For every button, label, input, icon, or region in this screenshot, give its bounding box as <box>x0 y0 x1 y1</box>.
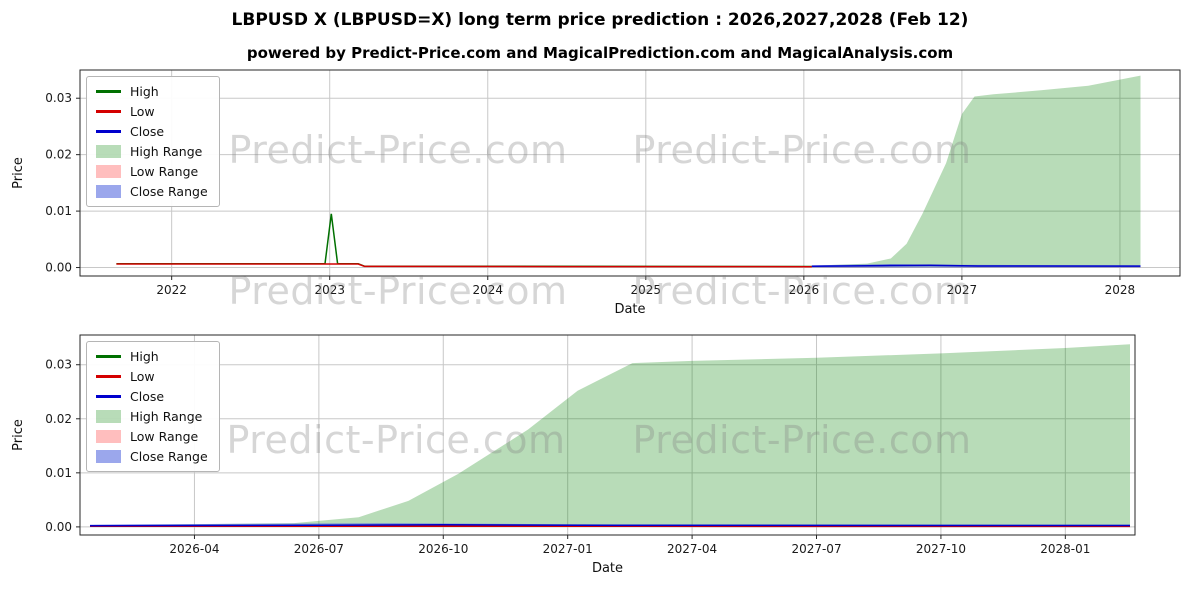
close-range-swatch <box>96 450 121 463</box>
close-swatch <box>96 395 121 398</box>
x-tick-label: 2026-04 <box>169 542 219 556</box>
legend-item-low-range: Low Range <box>96 164 208 179</box>
plot-border <box>79 334 1136 536</box>
low-range-swatch <box>96 165 121 178</box>
top-chart-legend: High Low Close High Range Low Range Close Ran… <box>86 76 220 207</box>
top-price-chart: 0.00 0.01 0.02 0.03 2022 2023 2024 2025 2026 2027… <box>11 69 1181 317</box>
high-range-area <box>811 75 1141 268</box>
legend-item-close-range: Close Range <box>96 184 208 199</box>
x-tick-label: 2022 <box>156 283 187 297</box>
bottom-price-chart: 0.00 0.01 0.02 0.03 2026-04 2026-07 2026-10 202… <box>11 334 1136 576</box>
y-tick-label: 0.01 <box>45 204 72 218</box>
y-tick-label: 0.02 <box>45 412 72 426</box>
plot-background <box>80 335 1135 535</box>
y-tick-label: 0.03 <box>45 91 72 105</box>
x-tick-label: 2027 <box>947 283 978 297</box>
y-tick-label: 0.02 <box>45 148 72 162</box>
low-line <box>116 263 812 268</box>
legend-label: Low Range <box>130 164 199 179</box>
legend-item-high-range: High Range <box>96 409 208 424</box>
close-line <box>89 524 1131 527</box>
low-swatch <box>96 375 121 378</box>
high-swatch <box>96 90 121 93</box>
y-tick-label: 0.00 <box>45 261 72 275</box>
x-tick-label: 2026 <box>789 283 820 297</box>
legend-label: High Range <box>130 409 203 424</box>
chart-title: LBPUSD X (LBPUSD=X) long term price pred… <box>231 10 969 30</box>
x-tick-label: 2027-04 <box>667 542 717 556</box>
close-line <box>811 264 1141 268</box>
legend-label: High <box>130 349 159 364</box>
x-axis-label: Date <box>592 561 623 576</box>
y-tick-label: 0.00 <box>45 520 72 534</box>
high-range-swatch <box>96 145 121 158</box>
x-tick-label: 2023 <box>314 283 345 297</box>
close-swatch <box>96 130 121 133</box>
legend-item-high-range: High Range <box>96 144 208 159</box>
x-tick-label: 2025 <box>631 283 662 297</box>
legend-label: High Range <box>130 144 203 159</box>
x-tick-label: 2026-10 <box>418 542 468 556</box>
legend-item-low-range: Low Range <box>96 429 208 444</box>
x-tick-label: 2028-01 <box>1040 542 1090 556</box>
legend-label: Close <box>130 389 165 404</box>
y-axis-label: Price <box>11 157 26 189</box>
legend-label: Low <box>130 369 155 384</box>
low-range-swatch <box>96 430 121 443</box>
legend-item-close: Close <box>96 389 208 404</box>
legend-label: Low Range <box>130 429 199 444</box>
legend-item-low: Low <box>96 369 208 384</box>
x-tick-label: 2028 <box>1105 283 1136 297</box>
series-layer <box>116 75 1141 268</box>
x-tick-label: 2027-01 <box>543 542 593 556</box>
legend-label: Close Range <box>130 449 208 464</box>
x-axis-label: Date <box>614 302 645 317</box>
legend-item-close-range: Close Range <box>96 449 208 464</box>
legend-label: Close Range <box>130 184 208 199</box>
y-tick-label: 0.01 <box>45 466 72 480</box>
low-swatch <box>96 110 121 113</box>
series-layer <box>89 344 1131 528</box>
plot-background <box>80 70 1180 276</box>
x-tick-label: 2024 <box>472 283 503 297</box>
legend-label: Low <box>130 104 155 119</box>
y-axis-label: Price <box>11 419 26 451</box>
x-tick-label: 2026-07 <box>294 542 344 556</box>
x-tick-label: 2027-07 <box>791 542 841 556</box>
plot-border <box>79 69 1181 277</box>
x-tick-label: 2027-10 <box>916 542 966 556</box>
legend-item-high: High <box>96 349 208 364</box>
legend-label: Close <box>130 124 165 139</box>
y-tick-label: 0.03 <box>45 358 72 372</box>
bottom-chart-legend: High Low Close High Range Low Range Close Ran… <box>86 341 220 472</box>
legend-label: High <box>130 84 159 99</box>
high-range-area <box>90 344 1130 527</box>
close-range-swatch <box>96 185 121 198</box>
legend-item-high: High <box>96 84 208 99</box>
high-swatch <box>96 355 121 358</box>
high-range-swatch <box>96 410 121 423</box>
legend-item-close: Close <box>96 124 208 139</box>
legend-item-low: Low <box>96 104 208 119</box>
chart-subtitle: powered by Predict-Price.com and Magical… <box>246 44 954 62</box>
